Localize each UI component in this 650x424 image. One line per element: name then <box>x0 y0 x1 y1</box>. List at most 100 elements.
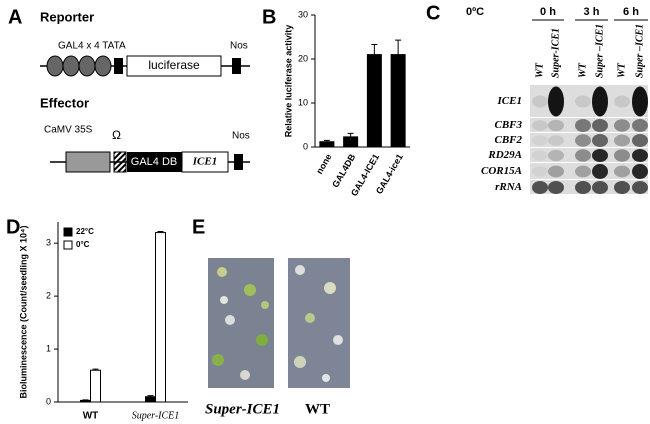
y-tick-label: 10 <box>298 97 308 107</box>
panel-letter: B <box>262 6 276 28</box>
band <box>592 86 608 117</box>
legend-swatch <box>63 240 73 250</box>
x-tick-label: Super-ICE1 <box>132 410 180 421</box>
panel-letter: E <box>192 216 205 238</box>
gene-label: COR15A <box>481 165 522 177</box>
band <box>548 86 564 117</box>
bar <box>366 54 382 148</box>
lane-label: Super-ICE1 <box>550 28 561 78</box>
gene-label: RD29A <box>487 149 522 161</box>
band <box>632 181 648 194</box>
y-tick-label: 0 <box>303 141 308 151</box>
photo <box>208 258 350 388</box>
time-label: 0 h <box>540 6 556 18</box>
band <box>632 149 648 162</box>
bar <box>390 54 406 148</box>
label: Nos <box>230 41 248 52</box>
legend-label: 22°C <box>76 227 94 236</box>
band <box>548 149 564 162</box>
band <box>592 149 608 162</box>
band <box>614 119 630 132</box>
band <box>532 120 548 131</box>
legend-swatch <box>63 227 73 237</box>
error-bar <box>323 139 330 142</box>
panel-letter: C <box>426 2 440 24</box>
y-tick-label: 1 <box>46 343 51 353</box>
omega-box <box>113 151 127 173</box>
label: GAL4 x 4 TATA <box>58 41 126 52</box>
band <box>548 135 564 146</box>
label: Reporter <box>40 9 94 24</box>
error-bar <box>347 132 354 137</box>
error-bar <box>157 231 164 233</box>
ice1-box <box>181 151 229 173</box>
band <box>632 119 648 132</box>
luciferase-box <box>126 55 222 77</box>
band <box>548 181 564 194</box>
band <box>592 164 608 179</box>
lane-label: WT <box>616 62 627 78</box>
error-bar <box>92 368 99 371</box>
band <box>632 164 648 179</box>
legend-label: 0°C <box>76 240 90 249</box>
bar <box>145 396 156 403</box>
x-tick-label: none <box>314 152 333 176</box>
error-bar <box>371 43 378 55</box>
band <box>614 165 630 178</box>
band <box>575 95 591 108</box>
band <box>632 86 648 117</box>
time-label: 6 h <box>623 6 639 18</box>
error-bar <box>395 39 402 55</box>
band <box>575 134 591 147</box>
label: ICE1 <box>192 156 217 168</box>
photo-label: Super-ICE1 <box>205 401 280 417</box>
panel-letter: D <box>6 216 20 238</box>
band <box>592 181 608 194</box>
lane-label: WT <box>577 62 588 78</box>
error-bar <box>147 395 154 397</box>
binding-sites <box>46 55 112 77</box>
photo-label: WT <box>305 401 330 417</box>
promoter-box <box>65 151 111 173</box>
label: luciferase <box>148 58 200 72</box>
lane-label: Super –ICE1 <box>594 24 605 78</box>
gene-label: ICE1 <box>497 95 522 107</box>
nos-box <box>232 58 241 74</box>
band <box>575 181 591 194</box>
band <box>532 181 548 194</box>
band <box>575 149 591 162</box>
y-axis-label: Bioluminescence (Count/seedling X 10⁴) <box>18 226 28 399</box>
band <box>532 135 548 146</box>
y-tick-label: 20 <box>298 53 308 63</box>
blot <box>530 85 648 194</box>
gal4db-box <box>127 152 182 172</box>
band <box>532 150 548 161</box>
label: Effector <box>40 95 89 110</box>
error-bar <box>82 399 89 401</box>
y-tick-label: 3 <box>46 238 51 248</box>
bar <box>319 141 335 148</box>
nos-box <box>234 154 243 170</box>
x-tick-label: WT <box>83 411 99 422</box>
band <box>592 119 608 132</box>
lane-label: Super –ICE1 <box>634 24 645 78</box>
bar <box>343 136 359 148</box>
band <box>575 165 591 178</box>
gene-label: rRNA <box>495 181 522 193</box>
panel-letter: A <box>8 6 22 28</box>
y-tick-label: 2 <box>46 290 51 300</box>
gene-label: CBF3 <box>494 119 522 131</box>
band <box>548 119 564 132</box>
band <box>614 181 630 194</box>
lane-label: WT <box>534 62 545 78</box>
y-axis-label: Relative luciferase activity <box>283 25 293 138</box>
label: GAL4 DB <box>131 156 177 168</box>
band <box>532 166 548 177</box>
gene-label: CBF2 <box>494 134 522 146</box>
band <box>614 95 630 108</box>
tata <box>114 58 123 74</box>
y-tick-label: 30 <box>298 9 308 19</box>
band <box>592 134 608 147</box>
label: Nos <box>232 131 250 142</box>
